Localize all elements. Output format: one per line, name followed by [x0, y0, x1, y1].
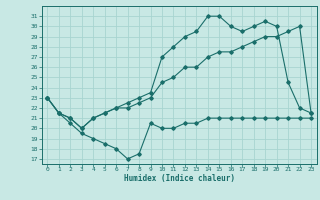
X-axis label: Humidex (Indice chaleur): Humidex (Indice chaleur) [124, 174, 235, 183]
